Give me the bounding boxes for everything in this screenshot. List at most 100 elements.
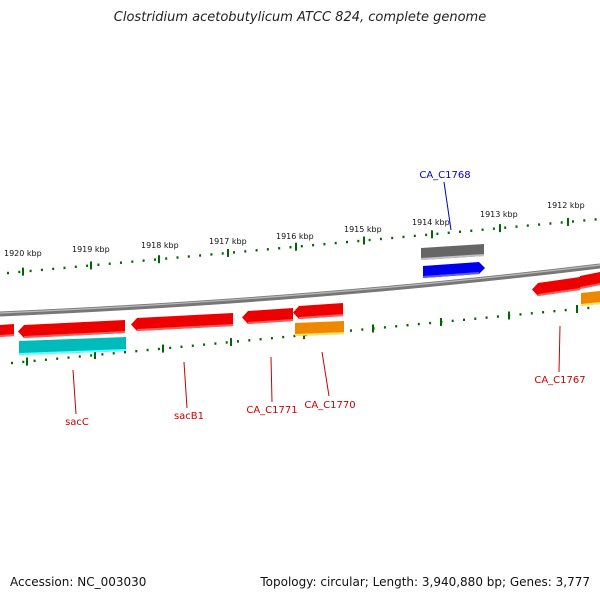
tick-bottom-dot — [135, 349, 138, 353]
gene-leader-line — [72, 369, 77, 415]
tick-top-dot — [312, 243, 315, 247]
tick-top-dot — [413, 234, 416, 238]
tick-top-dot — [244, 250, 247, 253]
tick-bottom-dot — [101, 353, 104, 356]
tick-top-dot — [29, 269, 32, 273]
tick-top-dot — [74, 265, 77, 269]
tick-top-dot — [221, 252, 224, 255]
tick-top-dot — [18, 270, 21, 274]
tick-bottom-dot — [530, 312, 533, 315]
cds-arrow-left-edge-shade — [0, 334, 15, 337]
gene-leader-line — [270, 356, 273, 403]
tick-bottom-dot — [248, 339, 251, 342]
tick-bottom-dot — [11, 361, 13, 365]
tick-bottom-major-tick — [440, 318, 442, 327]
genome-backbone — [0, 263, 600, 317]
tick-bottom-major-tick — [26, 357, 28, 366]
tick-bottom-dot — [395, 325, 398, 328]
cds-arrow-CA_C1771 — [242, 308, 294, 324]
tick-bottom-major-tick — [508, 311, 510, 320]
tick-bottom-dot — [112, 352, 115, 355]
tick-top-dot — [131, 260, 134, 263]
gene-label: sacC — [65, 417, 89, 428]
tick-top-dot — [402, 235, 405, 239]
tick-bottom-major-tick — [372, 324, 374, 333]
tick-label: 1915 kbp — [344, 225, 382, 234]
tick-bottom-dot — [124, 351, 126, 354]
tick-top-dot — [481, 228, 484, 231]
tick-bottom-dot — [225, 341, 228, 344]
tick-label: 1918 kbp — [141, 241, 179, 250]
accession-text: Accession: NC_003030 — [10, 575, 147, 589]
tick-bottom-major-tick — [576, 305, 578, 314]
cds-arrow-CA_C1767 — [532, 277, 581, 296]
tick-bottom-dot — [56, 357, 59, 360]
tick-bottom-dot — [485, 316, 488, 319]
tick-top-dot — [255, 249, 258, 252]
tick-bottom-major-tick — [162, 344, 164, 353]
tick-top-dot — [97, 263, 100, 266]
tick-top-dot — [86, 264, 89, 267]
tick-top-dot — [357, 239, 360, 243]
cds-arrow-CA_C1771-shade — [247, 319, 294, 324]
tick-top-dot — [504, 226, 507, 229]
tick-top-dot — [210, 253, 213, 256]
cds-arrow-sacB1 — [131, 313, 234, 331]
tick-top-dot — [266, 248, 269, 251]
tick-bottom-dot — [406, 324, 409, 327]
tick-bottom-dot — [496, 315, 499, 318]
tick-top-dot — [379, 237, 382, 241]
tick-top-dot — [52, 267, 55, 271]
tick-bottom-dot — [451, 319, 454, 323]
tick-bottom-dot — [587, 306, 590, 310]
tick-bottom-dot — [146, 348, 149, 352]
gene-rect-right-edge — [580, 291, 600, 306]
tick-bottom-dot — [90, 354, 93, 357]
tick-top-dot — [176, 256, 179, 259]
tick-bottom-dot — [191, 344, 194, 347]
cds-arrow-right-edge — [579, 272, 600, 289]
tick-bottom-dot — [214, 342, 217, 345]
genome-summary: Topology: circular; Length: 3,940,880 bp… — [260, 575, 590, 589]
tick-bottom-dot — [259, 338, 262, 341]
tick-top-major-tick — [363, 236, 365, 245]
cds-arrow-sacB1-shade — [136, 324, 234, 331]
cds-arrow-CA_C1770-shade — [298, 314, 344, 319]
tick-label: 1913 kbp — [480, 210, 518, 219]
tick-bottom-dot — [474, 317, 477, 320]
tick-top-dot — [334, 241, 337, 245]
tick-top-dot — [278, 247, 281, 250]
tick-top-dot — [526, 224, 529, 227]
cds-arrow-CA_C1770 — [293, 303, 344, 319]
tick-top-dot — [120, 261, 122, 264]
tick-top-dot — [40, 268, 43, 272]
tick-top-dot — [470, 229, 473, 232]
tick-label: 1916 kbp — [276, 232, 314, 241]
tick-top-dot — [594, 218, 597, 221]
tick-bottom-dot — [203, 343, 206, 346]
cds-arrow-sacC — [18, 320, 126, 338]
tick-top-dot — [108, 262, 111, 265]
gene-rect-CA_C1768-gray — [420, 244, 485, 260]
tick-top-major-tick — [431, 230, 433, 239]
gene-rect-sacC — [18, 337, 127, 355]
tick-top-dot — [289, 246, 292, 249]
cds-arrow-CA_C1767-shade — [537, 288, 581, 296]
cds-arrow-left-edge — [0, 324, 15, 337]
gene-leader-line — [443, 181, 452, 231]
tick-top-dot — [583, 219, 586, 222]
tick-bottom-dot — [361, 328, 364, 331]
tick-top-dot — [142, 259, 145, 262]
gene-label: CA_C1771 — [246, 405, 297, 416]
tick-top-dot — [153, 258, 156, 261]
gene-leader-line — [183, 361, 188, 409]
tick-label: 1914 kbp — [412, 218, 450, 227]
gene-rect-right-edge-shade — [580, 302, 600, 306]
gene-rect-CA_C1770-body — [295, 321, 344, 336]
tick-labels: 1920 kbp 1919 kbp 1918 kbp 1917 kbp 1916 kbp… — [4, 201, 585, 258]
tick-top-major-tick — [295, 242, 297, 251]
tick-bottom-dot — [282, 335, 285, 339]
tick-top-dot — [346, 240, 348, 244]
